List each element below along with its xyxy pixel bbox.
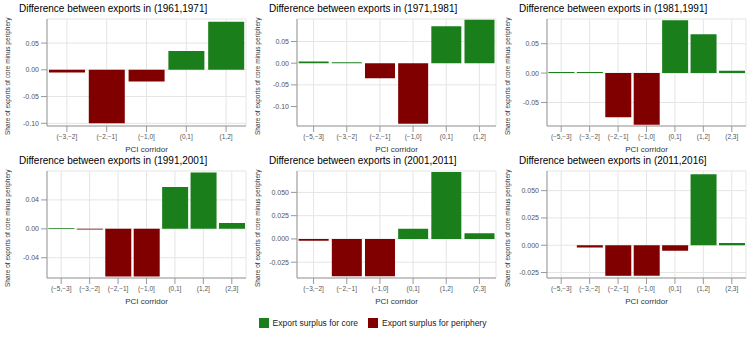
svg-text:-0.025: -0.025 [269, 259, 289, 266]
svg-text:0.00: 0.00 [525, 70, 539, 77]
svg-text:(−3,−2]: (−3,−2] [579, 285, 600, 293]
svg-text:-0.05: -0.05 [23, 93, 39, 100]
svg-text:(1,2]: (1,2] [473, 133, 486, 141]
html-text:Difference between exports in: Difference between exports in (1991,2001… [19, 155, 208, 166]
svg-text:(−5,−3]: (−5,−3] [303, 133, 324, 141]
svg-text:(−1,0]: (−1,0] [405, 133, 422, 141]
svg-text:(1,2]: (1,2] [697, 285, 710, 293]
svg-text:(−3,−2]: (−3,−2] [79, 285, 100, 293]
svg-text:0.00: 0.00 [25, 225, 39, 232]
svg-text:PCI corridor: PCI corridor [625, 297, 668, 304]
svg-text:(−2,−1]: (−2,−1] [336, 285, 357, 293]
svg-text:PCI corridor: PCI corridor [625, 145, 668, 152]
html-text:Share of exports of core minus: Share of exports of core minus periphery [504, 169, 511, 287]
svg-text:(1,2]: (1,2] [440, 285, 453, 293]
svg-text:(2,3]: (2,3] [725, 133, 738, 141]
svg-text:-0.10: -0.10 [23, 120, 39, 127]
svg-text:(−5,−3]: (−5,−3] [51, 285, 72, 293]
svg-text:(1,2]: (1,2] [697, 133, 710, 141]
html-text:Share of exports of core minus: Share of exports of core minus periphery [4, 17, 11, 135]
html-text:Share of exports of core minus: Share of exports of core minus periphery [4, 169, 11, 287]
svg-text:(−2,−1]: (−2,−1] [370, 133, 391, 141]
svg-text:PCI corridor: PCI corridor [125, 145, 168, 152]
svg-text:(0,1]: (0,1] [180, 133, 193, 141]
svg-text:(−1,0]: (−1,0] [638, 133, 655, 141]
svg-text:(1,2]: (1,2] [220, 133, 233, 141]
svg-text:(−5,−3]: (−5,−3] [551, 133, 572, 141]
svg-text:(2,3]: (2,3] [725, 285, 738, 293]
svg-text:(−2,−1]: (−2,−1] [108, 285, 129, 293]
svg-text:PCI corridor: PCI corridor [125, 297, 168, 304]
html-text:Difference between exports in: Difference between exports in (2001,2011… [269, 155, 457, 166]
svg-text:(−2,−1]: (−2,−1] [608, 285, 629, 293]
html-text:Export surplus for periphery: Export surplus for periphery [382, 318, 487, 328]
html-text:Difference between exports in: Difference between exports in (1961,1971… [19, 3, 208, 14]
html-text:Difference between exports in: Difference between exports in (1971,1981… [269, 3, 458, 14]
svg-text:(−3,−2]: (−3,−2] [336, 133, 357, 141]
svg-text:(1,2]: (1,2] [197, 285, 210, 293]
svg-text:(−3,−2]: (−3,−2] [303, 285, 324, 293]
svg-text:0.000: 0.000 [521, 242, 539, 249]
svg-text:(0,1]: (0,1] [440, 133, 453, 141]
svg-text:-0.05: -0.05 [523, 99, 539, 106]
svg-text:0.000: 0.000 [271, 235, 289, 242]
svg-text:-0.05: -0.05 [273, 81, 289, 88]
svg-text:PCI corridor: PCI corridor [375, 145, 418, 152]
svg-text:0.05: 0.05 [25, 40, 39, 47]
svg-text:0.05: 0.05 [525, 40, 539, 47]
html-text:Share of exports of core minus: Share of exports of core minus periphery [254, 17, 261, 135]
svg-text:(2,3]: (2,3] [473, 285, 486, 293]
html-text:Difference between exports in: Difference between exports in (2011,2016… [519, 155, 707, 166]
svg-text:(−2,−1]: (−2,−1] [608, 133, 629, 141]
svg-text:(−1,0]: (−1,0] [372, 285, 389, 293]
svg-text:-0.025: -0.025 [519, 269, 539, 276]
svg-text:(−2,−1]: (−2,−1] [96, 133, 117, 141]
svg-text:0.00: 0.00 [25, 66, 39, 73]
svg-text:(−3,−2]: (−3,−2] [57, 133, 78, 141]
html-text:Export surplus for core: Export surplus for core [272, 318, 358, 328]
svg-text:0.025: 0.025 [271, 212, 289, 219]
svg-text:(−5,−3]: (−5,−3] [551, 285, 572, 293]
svg-text:(0,1]: (0,1] [668, 133, 681, 141]
svg-text:0.04: 0.04 [25, 196, 39, 203]
svg-text:-0.10: -0.10 [273, 103, 289, 110]
svg-text:(0,1]: (0,1] [407, 285, 420, 293]
svg-text:-0.04: -0.04 [23, 254, 39, 261]
html-text:Difference between exports in: Difference between exports in (1981,1991… [519, 3, 708, 14]
svg-text:PCI corridor: PCI corridor [375, 297, 418, 304]
svg-text:(−1,0]: (−1,0] [138, 285, 155, 293]
svg-text:0.05: 0.05 [275, 38, 289, 45]
html-text:Share of exports of core minus: Share of exports of core minus periphery [254, 169, 261, 287]
svg-text:(0,1]: (0,1] [168, 285, 181, 293]
svg-text:(0,1]: (0,1] [668, 285, 681, 293]
svg-text:0.050: 0.050 [271, 189, 289, 196]
svg-text:(−1,0]: (−1,0] [138, 133, 155, 141]
svg-text:(−3,−2]: (−3,−2] [579, 133, 600, 141]
svg-text:0.00: 0.00 [275, 60, 289, 67]
svg-text:(−1,0]: (−1,0] [638, 285, 655, 293]
html-text:Share of exports of core minus: Share of exports of core minus periphery [504, 17, 511, 135]
svg-text:0.025: 0.025 [521, 214, 539, 221]
svg-text:0.050: 0.050 [521, 187, 539, 194]
svg-text:(2,3]: (2,3] [225, 285, 238, 293]
